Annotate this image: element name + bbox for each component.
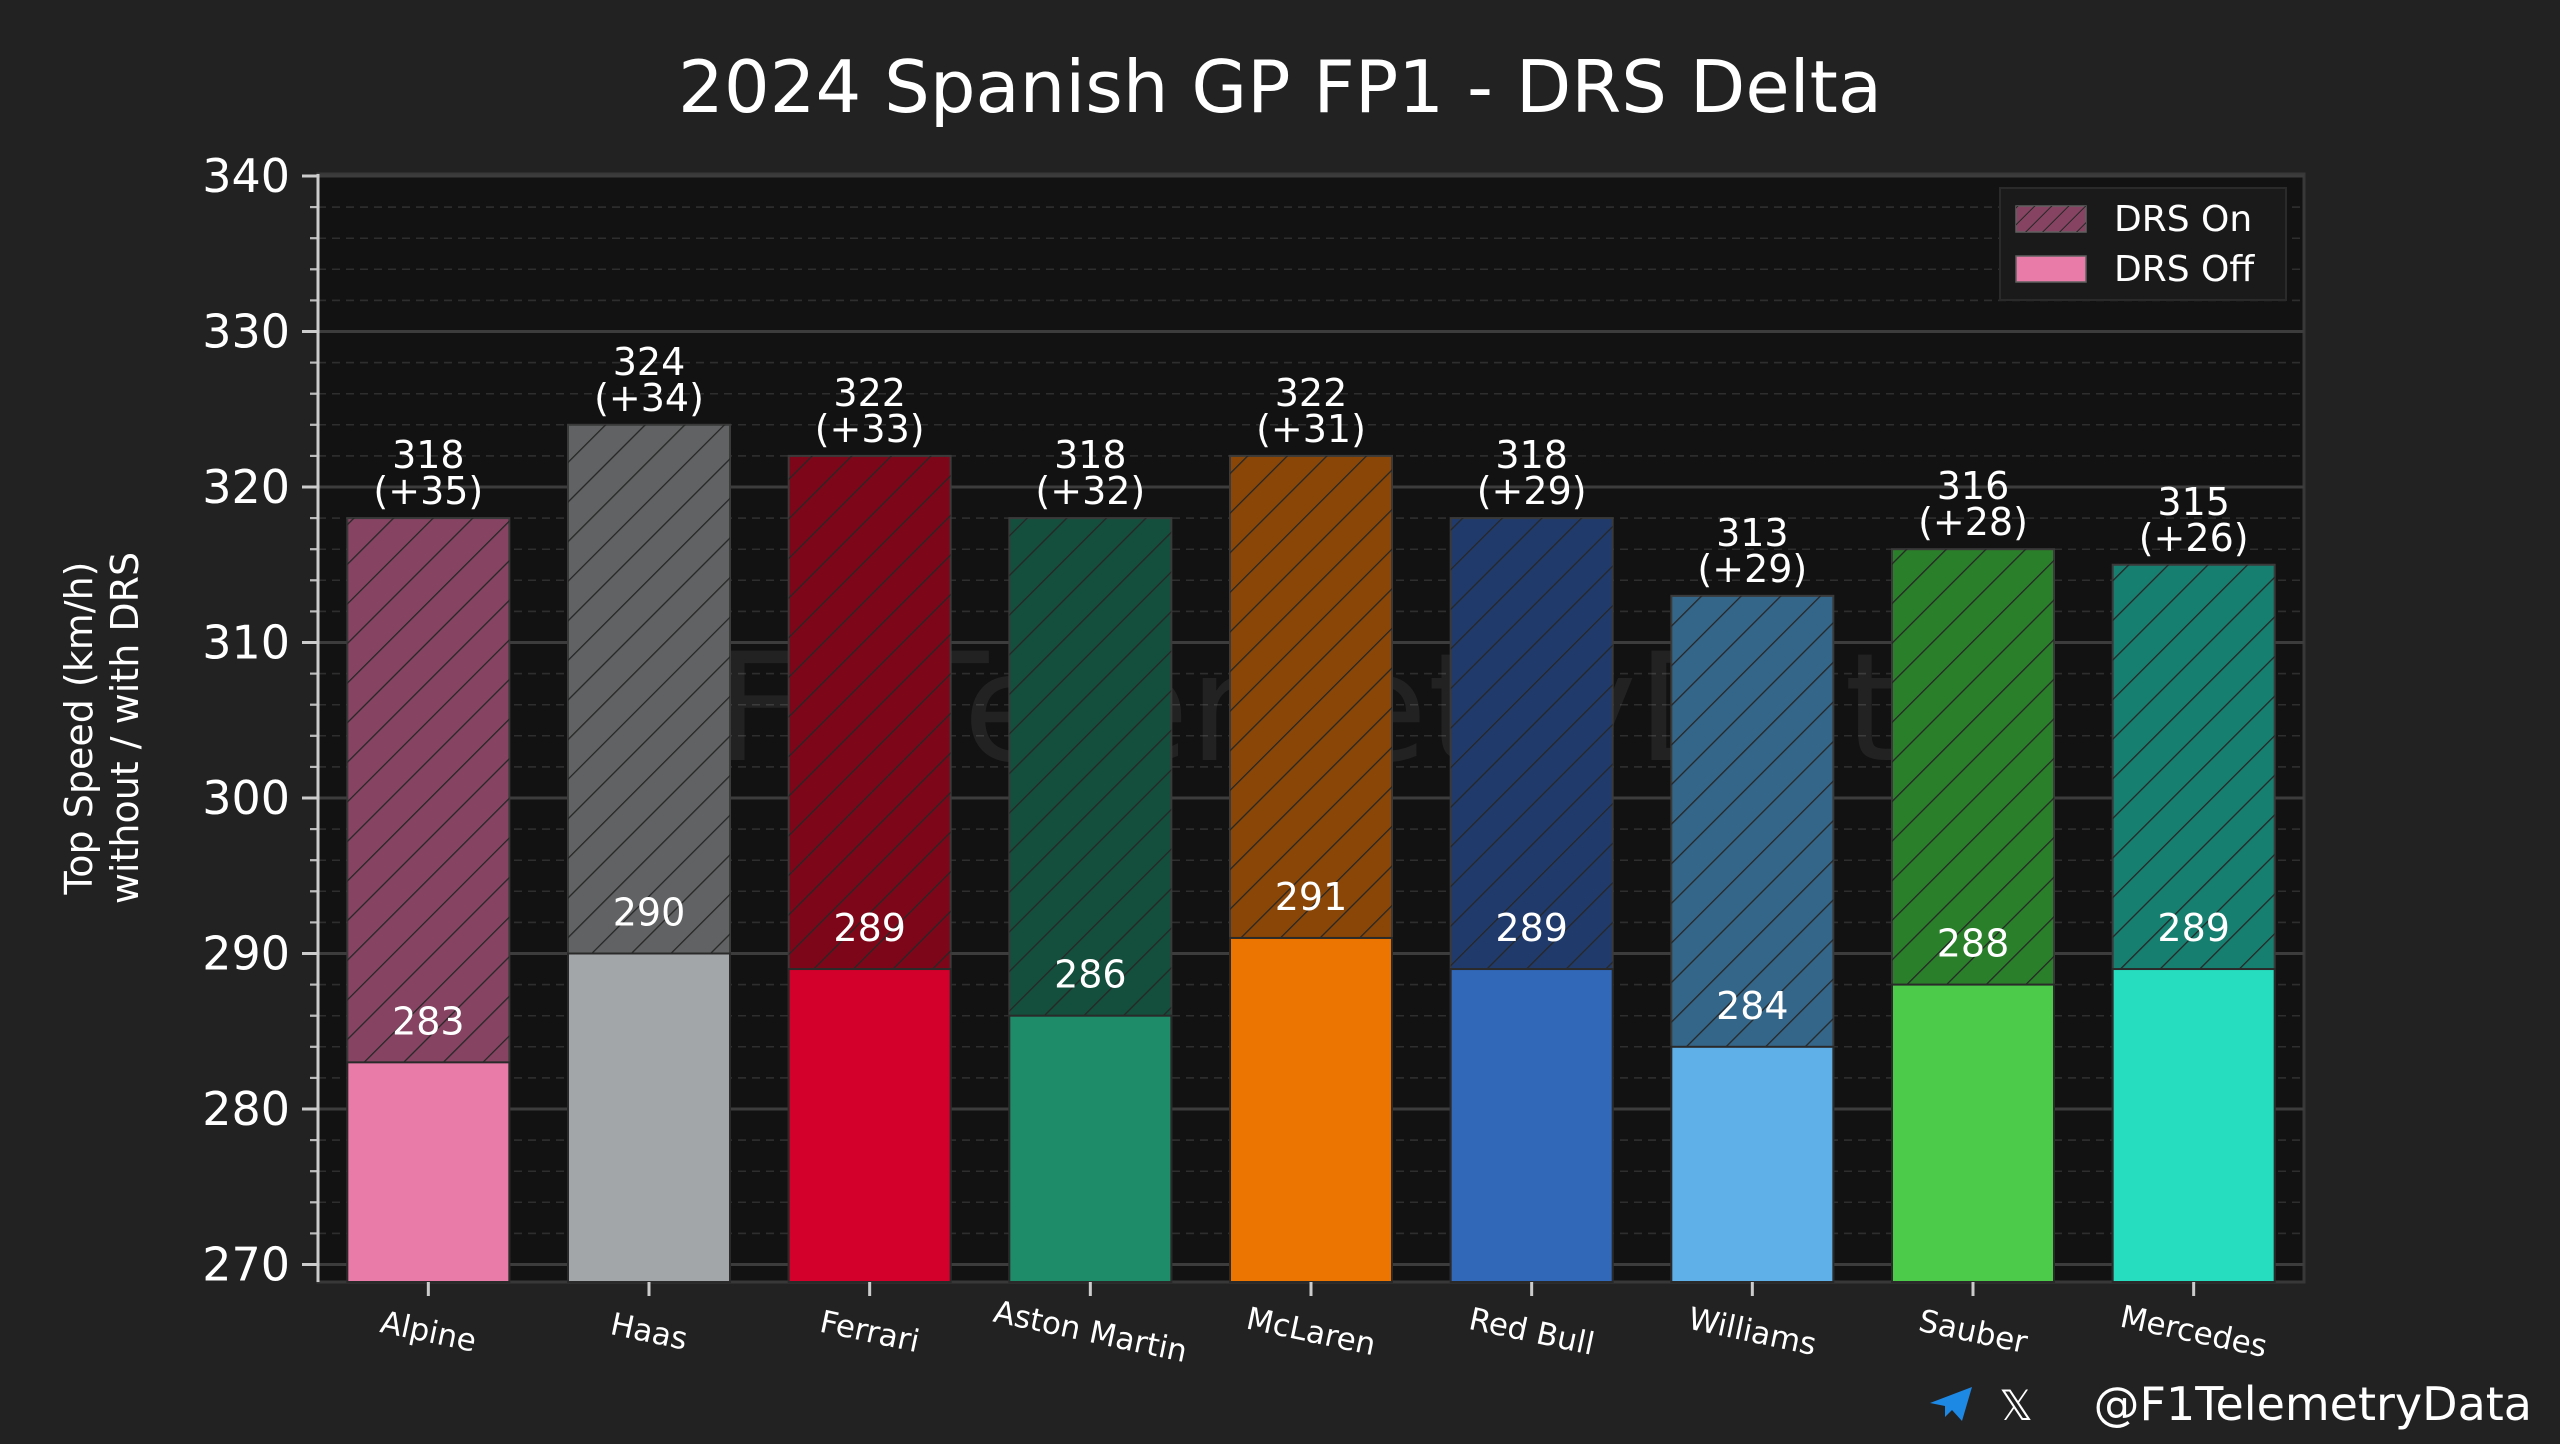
footer-handle: @F1TelemetryData bbox=[2093, 1377, 2532, 1431]
footer: 𝕏 @F1TelemetryData bbox=[1930, 1377, 2532, 1431]
y-tick-label: 280 bbox=[202, 1082, 290, 1136]
chart-title: 2024 Spanish GP FP1 - DRS Delta bbox=[678, 45, 1882, 129]
y-tick-label: 290 bbox=[202, 927, 290, 981]
bar-label-drs-on: 318 bbox=[392, 433, 465, 477]
x-tick-label: Alpine bbox=[377, 1304, 479, 1359]
bar-drs-off bbox=[2111, 968, 2276, 1283]
bar-label-delta: (+29) bbox=[1697, 547, 1807, 591]
legend: DRS On DRS Off bbox=[1999, 187, 2287, 301]
bar-drs-off bbox=[567, 952, 731, 1283]
bar-label-drs-on: 322 bbox=[1275, 371, 1348, 415]
bar-label-drs-on: 318 bbox=[1054, 433, 1127, 477]
legend-label-drs-off: DRS Off bbox=[2114, 249, 2255, 290]
bar-label-drs-off: 290 bbox=[613, 891, 686, 935]
bar-drs-off bbox=[346, 1061, 511, 1283]
bar-label-delta: (+32) bbox=[1035, 469, 1145, 513]
x-tick-label: Williams bbox=[1685, 1301, 1819, 1363]
telegram-icon bbox=[1930, 1387, 1972, 1421]
bar-label-delta: (+35) bbox=[373, 469, 483, 513]
y-tick-label: 340 bbox=[202, 149, 290, 203]
bar-label-drs-on: 316 bbox=[1937, 464, 2010, 508]
bar-label-delta: (+29) bbox=[1477, 469, 1587, 513]
bar-label-drs-off: 288 bbox=[1937, 922, 2010, 966]
y-tick-label: 310 bbox=[202, 616, 290, 670]
bar-label-delta: (+34) bbox=[594, 376, 704, 420]
x-icon: 𝕏 bbox=[1999, 1381, 2033, 1430]
legend-swatch-drs-on-hatch bbox=[2016, 206, 2086, 232]
x-tick-label: Mercedes bbox=[2117, 1299, 2270, 1365]
x-tick-label: Aston Martin bbox=[990, 1294, 1190, 1370]
bar-label-drs-off: 286 bbox=[1054, 953, 1127, 997]
legend-swatch-drs-off bbox=[2015, 255, 2087, 283]
bar-label-drs-off: 284 bbox=[1716, 984, 1789, 1028]
bar-label-drs-off: 289 bbox=[833, 906, 906, 950]
y-tick-label: 300 bbox=[202, 771, 290, 825]
bar-label-drs-off: 289 bbox=[1495, 906, 1568, 950]
bar-drs-off bbox=[1891, 983, 2055, 1283]
bar-label-drs-on: 324 bbox=[613, 340, 686, 384]
value-labels: 318(+35)283324(+34)290322(+33)289318(+32… bbox=[373, 340, 2248, 1044]
y-axis-label-line1: Top Speed (km/h) bbox=[57, 562, 101, 896]
bar-drs-off bbox=[1670, 1045, 1835, 1284]
bar-label-drs-on: 313 bbox=[1716, 511, 1789, 555]
bar-label-delta: (+28) bbox=[1918, 500, 2028, 544]
x-tick-label: Sauber bbox=[1916, 1303, 2031, 1361]
x-tick-label: Haas bbox=[607, 1306, 690, 1357]
bar-label-drs-on: 315 bbox=[2157, 480, 2230, 524]
bar-drs-off bbox=[1449, 968, 1614, 1283]
y-tick-label: 330 bbox=[202, 305, 290, 359]
bar-label-drs-off: 283 bbox=[392, 999, 465, 1043]
bar-drs-off bbox=[1229, 936, 1393, 1283]
legend-label-drs-on: DRS On bbox=[2114, 199, 2252, 240]
bar-label-drs-on: 318 bbox=[1495, 433, 1568, 477]
x-axis: Alpine Haas Ferrari Aston Martin McLaren Red … bbox=[377, 1282, 2270, 1370]
bar-label-drs-off: 289 bbox=[2157, 906, 2230, 950]
bar-label-drs-off: 291 bbox=[1275, 875, 1348, 919]
x-tick-label: Red Bull bbox=[1466, 1301, 1598, 1363]
y-tick-label: 270 bbox=[202, 1238, 290, 1292]
y-axis: 270 280 290 300 310 320 330 340 bbox=[202, 149, 320, 1292]
bar-drs-off bbox=[787, 968, 952, 1283]
bars-group bbox=[346, 423, 2276, 1284]
bar-label-delta: (+31) bbox=[1256, 407, 1366, 451]
bar-label-drs-on: 322 bbox=[833, 371, 906, 415]
y-axis-label-line2: without / with DRS bbox=[103, 552, 147, 904]
y-tick-label: 320 bbox=[202, 460, 290, 514]
x-tick-label: Ferrari bbox=[817, 1304, 923, 1360]
x-tick-label: McLaren bbox=[1243, 1301, 1378, 1363]
bar-label-delta: (+26) bbox=[2139, 516, 2249, 560]
bar-label-delta: (+33) bbox=[815, 407, 925, 451]
bar-drs-off bbox=[1008, 1014, 1173, 1283]
